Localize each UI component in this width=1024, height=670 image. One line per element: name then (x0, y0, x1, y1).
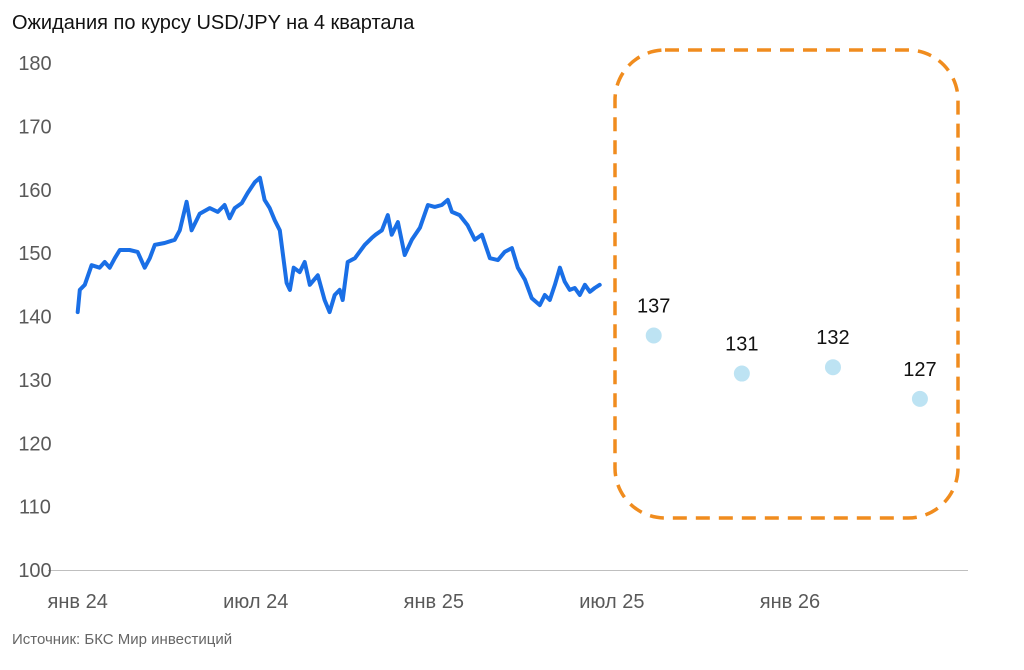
forecast-data-label: 127 (903, 359, 936, 381)
x-tick-label: янв 26 (760, 591, 820, 613)
x-tick-label: июл 24 (223, 591, 288, 613)
forecast-data-label: 132 (816, 327, 849, 349)
y-tick-label: 110 (19, 497, 51, 519)
y-tick-label: 120 (18, 433, 51, 455)
forecast-data-label: 137 (637, 296, 670, 318)
forecast-point (911, 390, 928, 407)
x-tick-label: июл 25 (579, 591, 644, 613)
forecast-data-label: 131 (725, 334, 758, 356)
y-tick-label: 130 (18, 370, 51, 392)
y-tick-label: 100 (18, 560, 51, 582)
chart-title: Ожидания по курсу USD/JPY на 4 квартала (12, 12, 415, 34)
source-note: Источник: БКС Мир инвестиций (12, 631, 233, 648)
y-tick-label: 140 (18, 307, 51, 329)
forecast-point (824, 359, 841, 376)
x-tick-label: янв 25 (404, 591, 464, 613)
usd-jpy-line (75, 175, 602, 315)
x-tick-label: янв 24 (48, 591, 108, 613)
y-tick-label: 180 (18, 53, 51, 75)
y-tick-label: 150 (18, 243, 51, 265)
forecast-highlight-box (613, 48, 960, 520)
y-tick-label: 170 (18, 116, 51, 138)
y-tick-label: 160 (18, 180, 51, 202)
forecast-point (733, 365, 750, 382)
forecast-point (645, 327, 662, 344)
